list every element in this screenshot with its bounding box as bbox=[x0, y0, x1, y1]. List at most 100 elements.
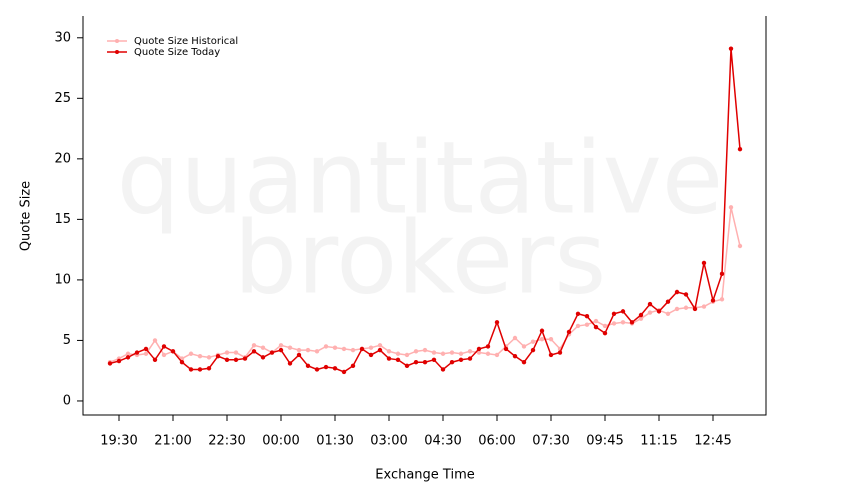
data-point bbox=[575, 311, 581, 316]
data-point bbox=[440, 351, 446, 356]
data-point bbox=[197, 353, 203, 359]
data-point bbox=[683, 305, 689, 310]
y-tick-label: 25 bbox=[54, 91, 71, 106]
data-point bbox=[476, 350, 482, 355]
data-point bbox=[602, 330, 608, 336]
data-point bbox=[314, 367, 320, 372]
data-point bbox=[539, 337, 545, 342]
data-point bbox=[296, 347, 302, 353]
data-point bbox=[413, 360, 419, 365]
data-point bbox=[260, 355, 266, 360]
data-point bbox=[386, 349, 392, 354]
data-point bbox=[638, 312, 644, 318]
data-point bbox=[539, 328, 545, 333]
data-point bbox=[521, 360, 527, 365]
data-point bbox=[152, 338, 158, 343]
data-point bbox=[602, 323, 608, 329]
legend-label: Quote Size Today bbox=[134, 47, 220, 58]
x-tick-label: 21:00 bbox=[154, 434, 191, 449]
data-point bbox=[197, 367, 203, 372]
data-point bbox=[719, 297, 725, 302]
x-axis-label: Exchange Time bbox=[375, 468, 474, 483]
data-point bbox=[251, 349, 257, 354]
data-point bbox=[305, 347, 311, 353]
legend-label: Quote Size Historical bbox=[134, 36, 238, 47]
data-point bbox=[467, 349, 473, 354]
x-tick-label: 12:45 bbox=[694, 434, 731, 449]
data-point bbox=[368, 352, 374, 358]
data-point bbox=[431, 350, 437, 355]
data-point bbox=[611, 311, 617, 316]
data-point bbox=[341, 346, 347, 352]
data-point bbox=[188, 351, 194, 356]
data-point bbox=[332, 366, 338, 371]
data-point bbox=[512, 353, 518, 359]
data-point bbox=[404, 363, 410, 369]
y-tick-label: 15 bbox=[54, 212, 71, 227]
x-tick-label: 07:30 bbox=[532, 434, 569, 449]
data-point bbox=[530, 347, 536, 353]
data-point bbox=[125, 355, 131, 360]
data-point bbox=[620, 320, 626, 325]
data-point bbox=[287, 361, 293, 366]
data-point bbox=[665, 311, 671, 316]
y-tick-label: 30 bbox=[54, 30, 71, 45]
y-tick-label: 0 bbox=[63, 393, 71, 408]
data-point bbox=[278, 343, 284, 348]
x-tick-label: 11:15 bbox=[640, 434, 677, 449]
data-point bbox=[710, 298, 716, 303]
legend-marker bbox=[115, 39, 119, 43]
data-point bbox=[593, 324, 599, 330]
data-point bbox=[233, 350, 239, 355]
data-point bbox=[323, 364, 329, 370]
data-point bbox=[386, 356, 392, 361]
data-point bbox=[647, 301, 653, 307]
data-point bbox=[350, 347, 356, 353]
data-point bbox=[296, 352, 302, 358]
x-tick-label: 22:30 bbox=[208, 434, 245, 449]
data-point bbox=[287, 345, 293, 350]
data-point bbox=[674, 289, 680, 295]
data-point bbox=[215, 353, 221, 359]
data-point bbox=[395, 357, 401, 362]
legend-marker bbox=[115, 50, 119, 54]
data-point bbox=[458, 351, 464, 356]
data-point bbox=[494, 352, 500, 358]
data-point bbox=[449, 360, 455, 365]
data-point bbox=[575, 323, 581, 329]
x-tick-label: 04:30 bbox=[424, 434, 461, 449]
data-point bbox=[665, 299, 671, 304]
data-point bbox=[233, 357, 239, 362]
x-tick-label: 06:00 bbox=[478, 434, 515, 449]
data-point bbox=[656, 309, 662, 314]
data-point bbox=[404, 352, 410, 358]
data-point bbox=[242, 356, 248, 361]
data-point bbox=[314, 349, 320, 354]
data-point bbox=[152, 357, 158, 362]
data-point bbox=[206, 355, 212, 360]
data-point bbox=[251, 343, 257, 348]
data-point bbox=[395, 351, 401, 356]
axes-frame bbox=[82, 16, 767, 416]
data-point bbox=[179, 356, 185, 361]
data-point bbox=[224, 357, 230, 362]
data-point bbox=[584, 314, 590, 319]
data-point bbox=[305, 363, 311, 369]
data-point bbox=[143, 346, 149, 352]
data-point bbox=[620, 309, 626, 314]
data-point bbox=[449, 350, 455, 355]
data-point bbox=[323, 344, 329, 349]
x-tick-label: 00:00 bbox=[262, 434, 299, 449]
data-point bbox=[458, 357, 464, 362]
data-point bbox=[440, 367, 446, 372]
data-point bbox=[530, 339, 536, 344]
data-point bbox=[341, 369, 347, 375]
data-point bbox=[593, 318, 599, 324]
x-tick-label: 09:45 bbox=[586, 434, 623, 449]
data-point bbox=[728, 205, 734, 210]
data-point bbox=[719, 271, 725, 277]
data-point bbox=[377, 347, 383, 353]
data-point bbox=[260, 345, 266, 350]
data-point bbox=[701, 304, 707, 309]
data-point bbox=[485, 351, 491, 356]
